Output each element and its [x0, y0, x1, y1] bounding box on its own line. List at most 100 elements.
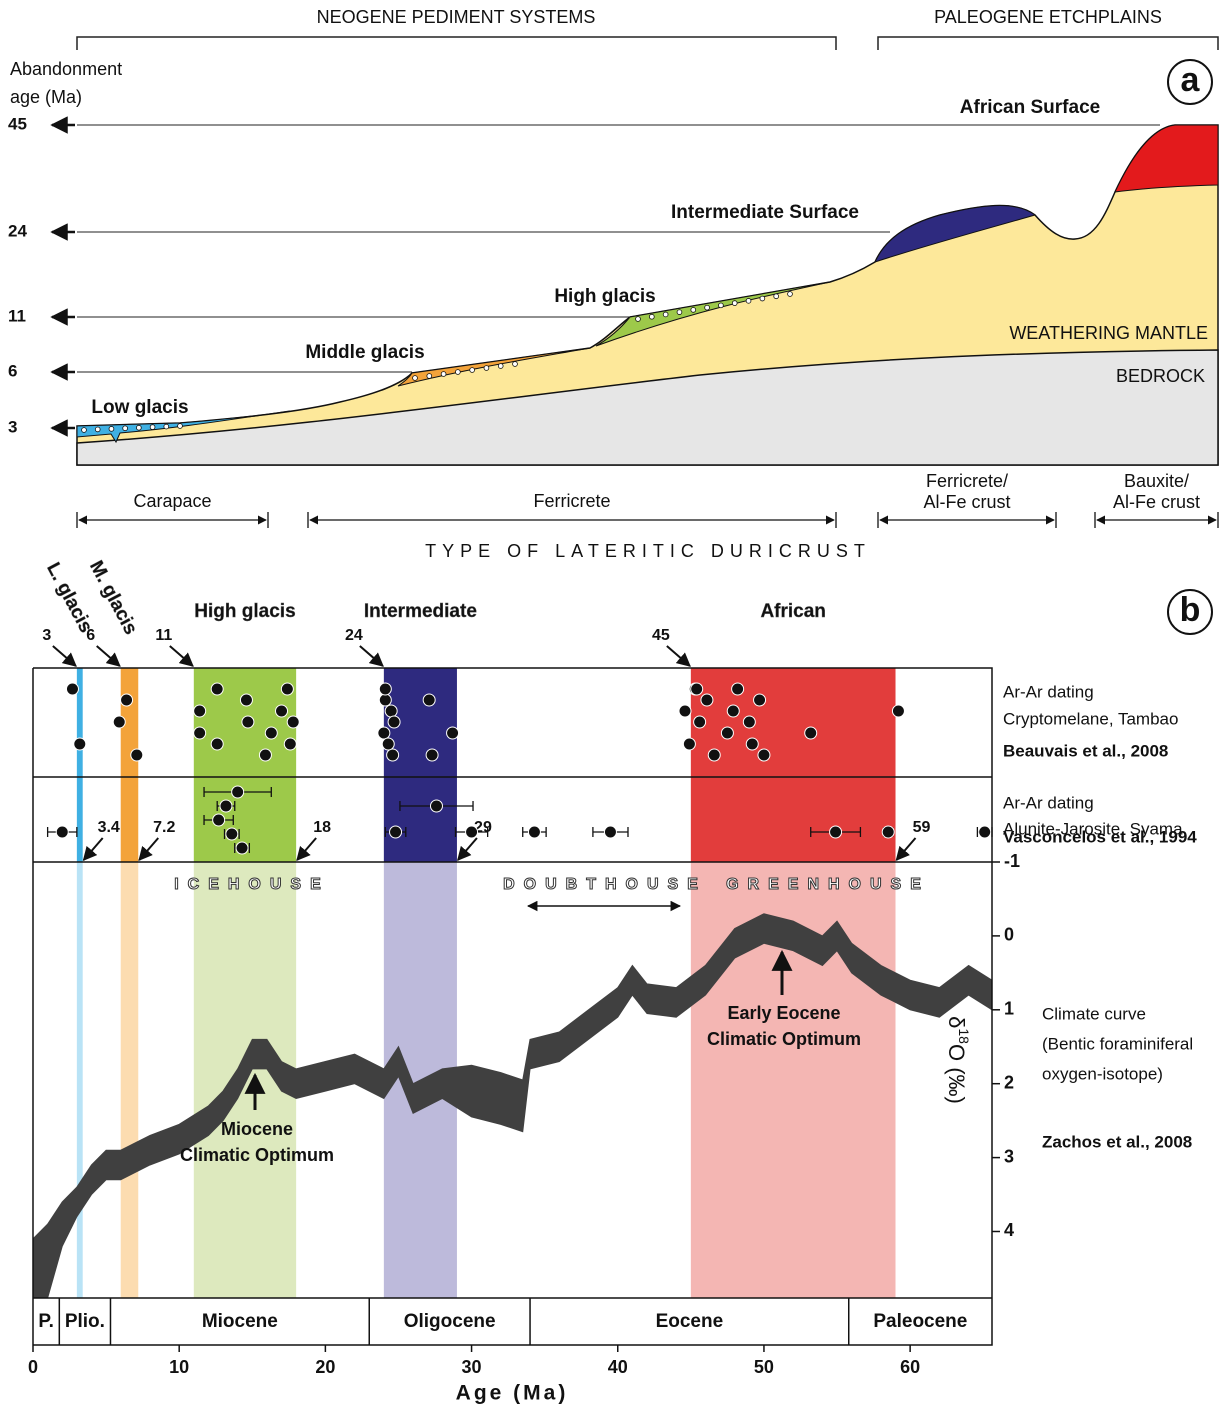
- surface-label: High glacis: [554, 286, 655, 307]
- panel-badge: [1167, 589, 1213, 635]
- epoch-label: Miocene: [202, 1311, 278, 1332]
- annotation: Miocene: [221, 1119, 293, 1139]
- band-start-arrow: [666, 645, 691, 667]
- bedrock: [76, 349, 1219, 466]
- gravel-dot: [512, 361, 518, 367]
- dating-point: [690, 682, 704, 696]
- dating-point: [212, 813, 226, 827]
- duricrust-tick: [877, 512, 1057, 528]
- band: [690, 668, 896, 862]
- gravel-dot: [690, 307, 697, 313]
- source-text: Ar-Ar dating: [1003, 793, 1094, 812]
- band-start-arrow: [96, 645, 121, 667]
- band-start: 6: [86, 627, 95, 644]
- x-tick-label: 10: [169, 1357, 189, 1377]
- band-start: 24: [345, 627, 363, 644]
- dating-point: [264, 726, 278, 740]
- dating-point: [753, 693, 767, 707]
- regime-label: DOUBTHOUSE: [503, 876, 707, 893]
- dating-point: [378, 693, 392, 707]
- x-tick-label: 20: [315, 1357, 335, 1377]
- dating-point: [239, 693, 253, 707]
- duricrust-tick: [76, 512, 269, 528]
- dating-point: [231, 785, 245, 799]
- band-label: African: [760, 601, 825, 622]
- y-tick-label: 4: [1004, 1220, 1014, 1240]
- dating-point: [465, 825, 479, 839]
- band-start-arrow: [359, 645, 384, 667]
- gravel-dot: [177, 423, 183, 429]
- dating-point: [425, 748, 439, 762]
- band-end-arrow: [296, 837, 317, 862]
- gravel-dot: [149, 424, 156, 430]
- duricrust-label: Al-Fe crust: [923, 492, 1010, 512]
- band-start: 45: [652, 627, 670, 644]
- gravel-dot: [676, 309, 683, 315]
- dating-point: [219, 799, 233, 813]
- y-axis-label: δ18O (‰): [944, 1016, 972, 1104]
- duricrust-label: Al-Fe crust: [1113, 492, 1200, 512]
- regime-label: ICEHOUSE: [174, 876, 330, 893]
- low-glacis-deposit: [76, 410, 291, 444]
- dating-point: [241, 715, 255, 729]
- gravel-dot: [412, 375, 418, 381]
- panel-badge: [1167, 59, 1213, 105]
- dating-point: [682, 737, 696, 751]
- axis-title: age (Ma): [10, 87, 82, 107]
- band-start: 3: [42, 627, 51, 644]
- dating-point: [120, 693, 134, 707]
- gravel-dot: [718, 302, 724, 309]
- band-end: 18: [313, 819, 331, 836]
- gravel-dot: [163, 423, 170, 430]
- source-text: (Bentic foraminiferal: [1042, 1034, 1193, 1053]
- band-label: High glacis: [194, 601, 295, 622]
- dating-point: [707, 748, 721, 762]
- x-tick-label: 30: [462, 1357, 482, 1377]
- duricrust-label: Bauxite/: [1124, 471, 1189, 491]
- panel-label: a: [1181, 61, 1201, 99]
- dating-point: [225, 827, 239, 841]
- high-glacis-deposit: [595, 281, 831, 347]
- layer-label: BEDROCK: [1116, 366, 1205, 386]
- dating-point: [603, 825, 617, 839]
- x-tick-label: 0: [28, 1357, 38, 1377]
- y-tick-label: -1: [1004, 851, 1020, 871]
- gravel-dot: [704, 304, 710, 311]
- dating-point: [193, 726, 207, 740]
- dating-point: [731, 682, 745, 696]
- dating-point: [73, 737, 87, 751]
- dating-point: [377, 726, 391, 740]
- dating-point: [422, 693, 436, 707]
- epoch-label: Plio.: [65, 1311, 105, 1332]
- dating-point: [275, 704, 289, 718]
- surface-label: Intermediate Surface: [671, 202, 859, 223]
- duricrust-label: Ferricrete/: [926, 471, 1008, 491]
- gravel-dot: [731, 300, 738, 306]
- dating-point: [193, 704, 207, 718]
- x-tick-label: 50: [754, 1357, 774, 1377]
- gravel-dot: [649, 313, 655, 320]
- gravel-dot: [469, 367, 475, 373]
- climate-curve: [33, 913, 992, 1298]
- dating-point: [283, 737, 297, 751]
- african-deposit: [1114, 124, 1219, 193]
- duricrust-tick: [1094, 512, 1219, 528]
- band-end: 3.4: [98, 819, 120, 836]
- x-tick-label: 40: [608, 1357, 628, 1377]
- source-text: Alunite-Jarosite, Syama: [1003, 819, 1183, 838]
- dating-point: [726, 704, 740, 718]
- panel-a: NEOGENE PEDIMENT SYSTEMS PALEOGENE ETCHP…: [10, 7, 1219, 561]
- dating-point: [527, 825, 541, 839]
- band-start-arrow: [169, 645, 194, 667]
- gravel-dot: [136, 424, 142, 431]
- duricrust-tick: [307, 512, 837, 528]
- gravel-dot: [426, 373, 433, 379]
- duricrust-arrows: Carapace Ferricrete Ferricrete/Al-Fe crust…: [76, 471, 1219, 528]
- epoch-label: Eocene: [656, 1311, 724, 1332]
- band-end: 59: [913, 819, 931, 836]
- gravel-dots: [81, 291, 793, 433]
- surface-label: Low glacis: [91, 397, 188, 418]
- source-text: Ar-Ar dating: [1003, 682, 1094, 701]
- dating-point: [693, 715, 707, 729]
